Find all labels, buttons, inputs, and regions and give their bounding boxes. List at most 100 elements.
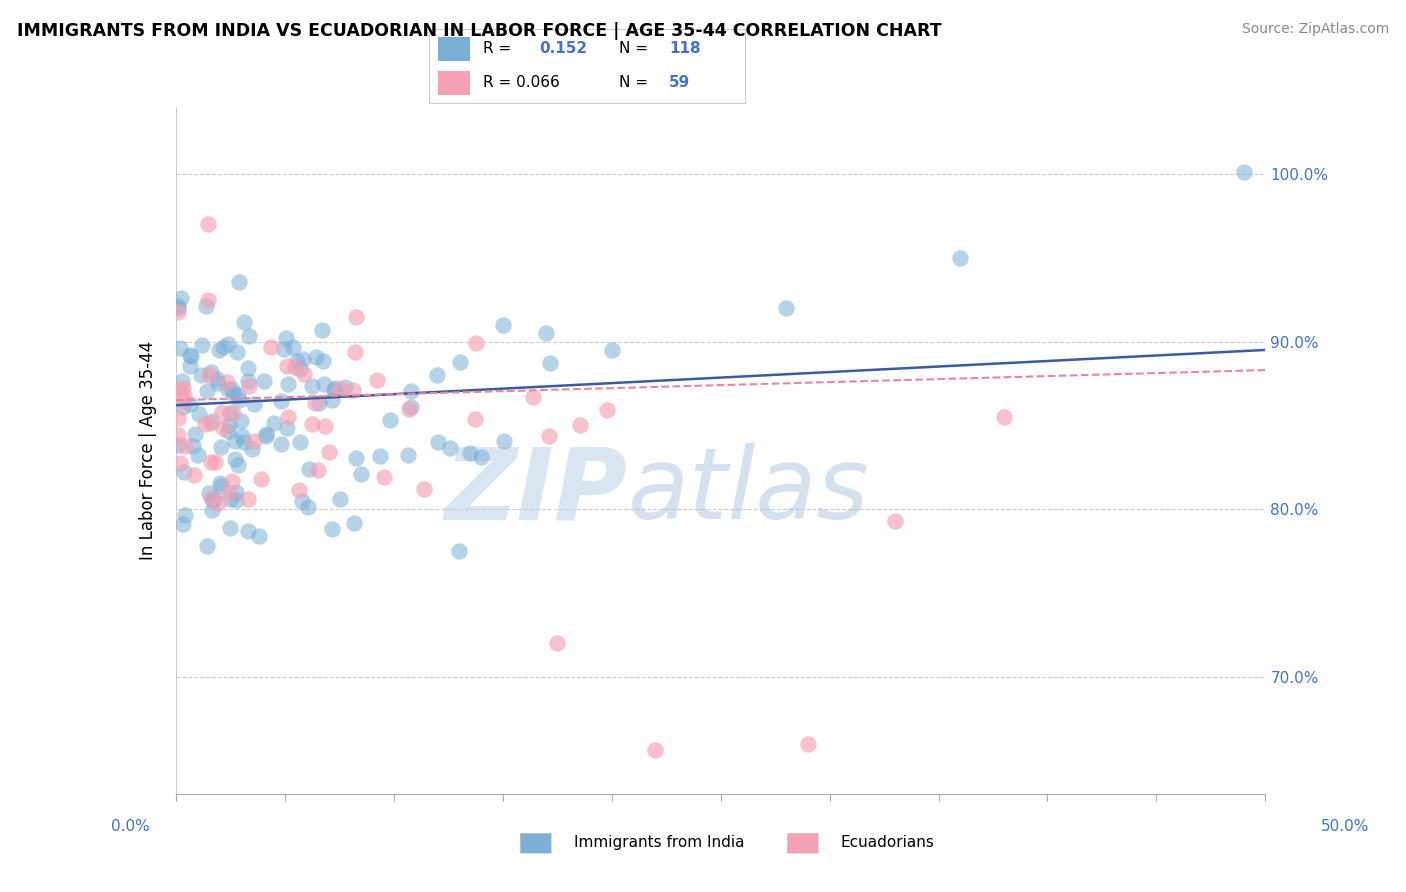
Point <box>225 493 247 508</box>
Point <box>285 354 308 368</box>
Point <box>344 310 367 324</box>
Point <box>200 491 222 505</box>
Point <box>325 381 347 395</box>
Point <box>211 340 233 354</box>
Point <box>321 392 343 407</box>
FancyBboxPatch shape <box>439 71 470 95</box>
Point <box>307 463 329 477</box>
Point <box>644 743 666 757</box>
Point <box>399 401 422 415</box>
Point <box>458 446 481 460</box>
Point <box>224 434 246 448</box>
Text: 50.0%: 50.0% <box>1322 820 1369 834</box>
Point <box>204 455 226 469</box>
Point <box>209 440 232 454</box>
Point <box>522 390 544 404</box>
Point <box>172 381 194 395</box>
Point <box>167 411 190 425</box>
Point <box>373 469 395 483</box>
Point <box>254 429 277 443</box>
Point <box>247 529 270 543</box>
Point <box>201 503 224 517</box>
Point <box>228 392 250 407</box>
Point <box>465 336 488 351</box>
Point <box>242 397 264 411</box>
Point <box>190 368 212 382</box>
Point <box>281 340 304 354</box>
Point <box>238 524 260 538</box>
Point <box>169 383 191 397</box>
Point <box>277 409 299 424</box>
Text: 0.152: 0.152 <box>540 41 588 56</box>
Point <box>172 516 194 531</box>
Point <box>197 539 219 553</box>
Point <box>197 217 219 231</box>
Point <box>198 417 221 431</box>
Point <box>290 435 312 450</box>
Point <box>342 384 364 398</box>
Point <box>426 368 449 382</box>
Point <box>949 251 972 265</box>
Point <box>274 331 297 345</box>
Point <box>276 421 298 435</box>
Text: R = 0.066: R = 0.066 <box>482 75 560 90</box>
Point <box>270 394 292 409</box>
Point <box>211 420 233 434</box>
Point <box>333 380 356 394</box>
Text: 0.0%: 0.0% <box>111 820 150 834</box>
Text: N =: N = <box>619 75 648 90</box>
Point <box>329 383 352 397</box>
Point <box>322 383 344 397</box>
Point <box>260 340 283 354</box>
Point <box>273 342 295 356</box>
Point <box>207 496 229 510</box>
Point <box>218 485 240 500</box>
Point <box>187 448 209 462</box>
Point <box>184 426 207 441</box>
Point <box>228 275 250 289</box>
Point <box>546 636 568 650</box>
Text: Source: ZipAtlas.com: Source: ZipAtlas.com <box>1241 22 1389 37</box>
Point <box>208 343 231 357</box>
Point <box>233 315 256 329</box>
Text: R =: R = <box>482 41 510 56</box>
Point <box>211 405 233 419</box>
Point <box>470 450 492 465</box>
Point <box>167 301 190 315</box>
Point <box>396 448 419 462</box>
Point <box>321 522 343 536</box>
Point <box>464 411 486 425</box>
Point <box>224 451 246 466</box>
Point <box>427 435 450 450</box>
Y-axis label: In Labor Force | Age 35-44: In Labor Force | Age 35-44 <box>139 341 157 560</box>
Point <box>312 354 335 368</box>
Point <box>439 441 461 455</box>
Point <box>197 293 219 308</box>
Point <box>200 455 222 469</box>
Point <box>304 395 326 409</box>
Point <box>366 373 388 387</box>
Point <box>179 348 201 362</box>
Point <box>311 323 333 337</box>
Point <box>215 375 238 389</box>
Point <box>240 442 263 456</box>
Point <box>534 326 557 341</box>
Point <box>796 737 818 751</box>
Point <box>222 407 245 421</box>
Point <box>221 475 243 489</box>
Point <box>167 438 190 452</box>
FancyBboxPatch shape <box>439 37 470 61</box>
Point <box>243 434 266 448</box>
Point <box>314 376 336 391</box>
Point <box>238 379 260 393</box>
Point <box>188 407 211 421</box>
Point <box>170 291 193 305</box>
Point <box>219 521 242 535</box>
Point <box>378 413 401 427</box>
Point <box>167 304 190 318</box>
Point <box>537 429 560 443</box>
Point <box>277 376 299 391</box>
Point <box>292 368 315 382</box>
Point <box>173 465 195 479</box>
Point <box>284 360 307 375</box>
